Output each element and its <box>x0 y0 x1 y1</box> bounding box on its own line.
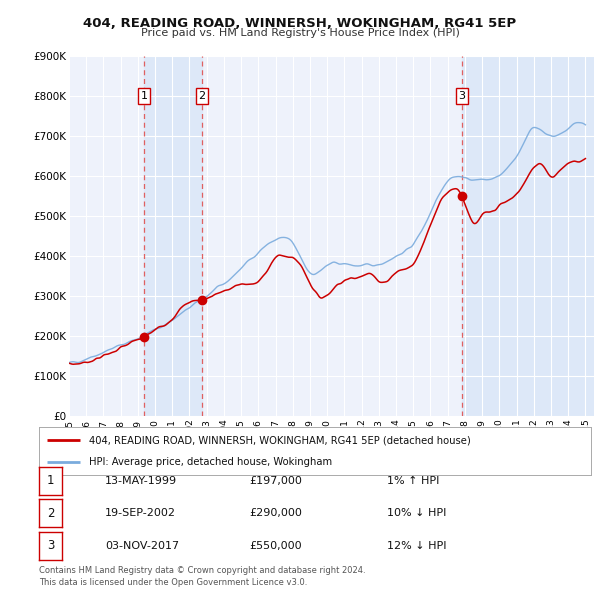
Text: 1: 1 <box>140 91 148 101</box>
Text: 13-MAY-1999: 13-MAY-1999 <box>105 476 177 486</box>
Text: Price paid vs. HM Land Registry's House Price Index (HPI): Price paid vs. HM Land Registry's House … <box>140 28 460 38</box>
Text: £197,000: £197,000 <box>249 476 302 486</box>
Text: 1: 1 <box>47 474 54 487</box>
Bar <box>462 56 594 416</box>
Text: 10% ↓ HPI: 10% ↓ HPI <box>387 509 446 518</box>
Text: 3: 3 <box>47 539 54 552</box>
Text: 404, READING ROAD, WINNERSH, WOKINGHAM, RG41 5EP (detached house): 404, READING ROAD, WINNERSH, WOKINGHAM, … <box>89 435 470 445</box>
Text: 3: 3 <box>458 91 466 101</box>
Text: 404, READING ROAD, WINNERSH, WOKINGHAM, RG41 5EP: 404, READING ROAD, WINNERSH, WOKINGHAM, … <box>83 17 517 30</box>
Text: 12% ↓ HPI: 12% ↓ HPI <box>387 541 446 550</box>
Text: 1% ↑ HPI: 1% ↑ HPI <box>387 476 439 486</box>
Text: 03-NOV-2017: 03-NOV-2017 <box>105 541 179 550</box>
Text: 2: 2 <box>199 91 205 101</box>
Text: £290,000: £290,000 <box>249 509 302 518</box>
Text: HPI: Average price, detached house, Wokingham: HPI: Average price, detached house, Woki… <box>89 457 332 467</box>
Text: £550,000: £550,000 <box>249 541 302 550</box>
Bar <box>144 56 202 416</box>
Text: 19-SEP-2002: 19-SEP-2002 <box>105 509 176 518</box>
Text: 2: 2 <box>47 507 54 520</box>
Text: Contains HM Land Registry data © Crown copyright and database right 2024.
This d: Contains HM Land Registry data © Crown c… <box>39 566 365 587</box>
